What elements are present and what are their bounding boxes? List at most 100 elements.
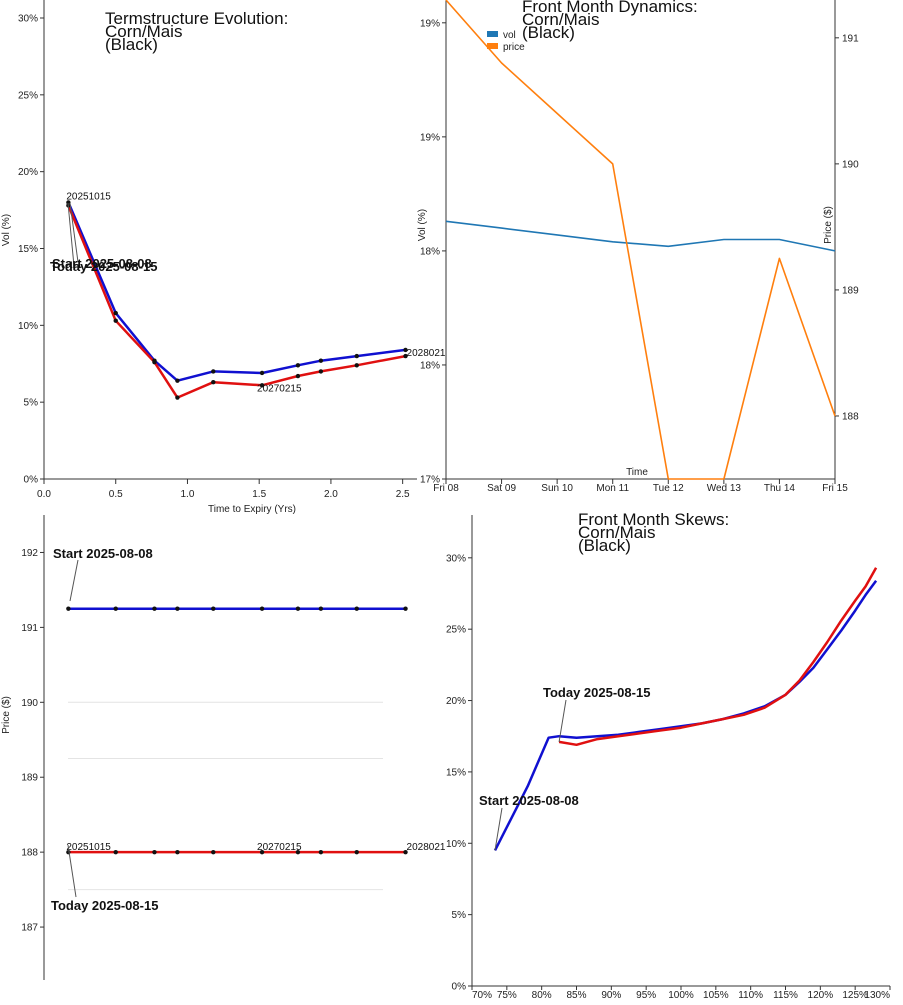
- y-axis-label: Vol (%): [1, 214, 12, 246]
- annotation-leader: [69, 202, 79, 263]
- data-point: [211, 606, 216, 611]
- y-tick-label: 0%: [24, 475, 39, 486]
- data-point: [175, 395, 180, 400]
- y-tick-label: 25%: [18, 90, 38, 101]
- dynamics-title-line: Front Month Dynamics:: [522, 0, 698, 16]
- x-tick-label: 130%: [864, 990, 890, 1000]
- legend-label: vol: [503, 30, 516, 41]
- annotation-leader: [67, 202, 75, 267]
- expiry-label: 2028021: [407, 842, 446, 853]
- expiry-label: 20251015: [66, 191, 111, 202]
- data-point: [354, 363, 359, 368]
- data-point: [211, 849, 216, 855]
- expiry-label: 2028021: [407, 348, 446, 359]
- price-series-line: [445, 0, 836, 480]
- legend-label: price: [503, 42, 525, 53]
- y-tick-label: 19%: [420, 18, 440, 29]
- termstructure-title-line: Corn/Mais: [105, 22, 182, 41]
- x-tick-label: 1.0: [181, 489, 195, 500]
- y-tick-label: 18%: [420, 360, 440, 371]
- today-series-line: [67, 205, 406, 399]
- x-tick-label: 90%: [601, 990, 621, 1000]
- x-tick-label: 0.0: [37, 489, 51, 500]
- data-point: [152, 849, 157, 855]
- expiry-label: 20270215: [257, 842, 302, 853]
- y-tick-label: 0%: [452, 982, 467, 993]
- x-tick-label: 110%: [738, 990, 763, 1000]
- y-tick-label: 187: [21, 923, 38, 934]
- x-tick-label: Fri 15: [822, 483, 848, 494]
- today-annotation: Today 2025-08-15: [543, 685, 650, 700]
- price-termstructure-chart: 187 188 189 190 191 192 Price ($) 20251015 20270…: [1, 515, 446, 980]
- data-point: [211, 379, 216, 385]
- data-point: [259, 606, 265, 611]
- data-point: [403, 849, 408, 855]
- data-point: [66, 606, 71, 611]
- data-point: [211, 369, 216, 374]
- y-tick-label: 20%: [18, 167, 38, 178]
- dynamics-title-line: (Black): [522, 23, 575, 42]
- x-tick-label: Fri 08: [433, 483, 459, 494]
- data-point: [403, 606, 408, 611]
- y-tick-label: 15%: [446, 767, 466, 778]
- skews-title-line: Corn/Mais: [578, 523, 655, 542]
- y2-tick-label: 190: [842, 159, 859, 170]
- termstructure-title-line: (Black): [105, 35, 158, 54]
- data-point: [403, 353, 408, 359]
- start-annotation: Start 2025-08-08: [479, 793, 579, 808]
- y-tick-label: 30%: [18, 14, 38, 25]
- dynamics-title-line: Corn/Mais: [522, 10, 599, 29]
- annotation-leader: [69, 559, 79, 602]
- y-tick-label: 5%: [24, 398, 39, 409]
- data-point: [295, 849, 301, 855]
- today-annotation: Today 2025-08-15: [51, 898, 158, 913]
- y-axis-label: Price ($): [1, 696, 12, 734]
- y-tick-label: 17%: [420, 475, 440, 486]
- expiry-label: 20270215: [257, 383, 302, 394]
- vol-series-line: [445, 220, 836, 252]
- data-point: [259, 849, 265, 855]
- data-point: [318, 369, 324, 374]
- today-series-line: [558, 567, 878, 747]
- y-tick-label: 189: [21, 773, 38, 784]
- annotation-leader: [558, 699, 567, 743]
- data-point: [152, 360, 157, 365]
- x-tick-label: 95%: [636, 990, 656, 1000]
- start-series-line: [67, 201, 406, 382]
- x-tick-label: Sat 09: [487, 483, 516, 494]
- data-point: [318, 358, 324, 363]
- expiry-label: 20251015: [66, 842, 111, 853]
- data-point: [354, 849, 359, 855]
- y-tick-label: 10%: [446, 839, 466, 850]
- x-tick-label: 2.0: [324, 489, 338, 500]
- y-tick-label: 19%: [420, 132, 440, 143]
- y2-tick-label: 188: [842, 411, 859, 422]
- legend-swatch: [487, 31, 498, 37]
- data-point: [403, 347, 408, 353]
- frontmonth-skews-chart: 0% 5% 10% 15% 20% 25% 30% 70% 75% 80% 85% 90% 95% 100…: [446, 510, 891, 1001]
- y-tick-label: 15%: [18, 244, 38, 255]
- x-tick-label: Sun 10: [541, 483, 573, 494]
- y-tick-label: 188: [21, 848, 38, 859]
- y-tick-label: 190: [21, 698, 38, 709]
- x-tick-label: 70%: [472, 990, 492, 1000]
- data-point: [295, 363, 301, 368]
- x-tick-label: 0.5: [109, 489, 123, 500]
- y-tick-label: 191: [21, 623, 38, 634]
- legend-swatch: [487, 43, 498, 49]
- data-point: [318, 849, 324, 855]
- annotation-leader: [494, 807, 503, 851]
- data-point: [318, 606, 324, 611]
- data-point: [354, 353, 359, 359]
- data-point: [175, 378, 180, 383]
- y2-tick-label: 191: [842, 33, 859, 44]
- today-annotation: Today 2025-08-15: [50, 259, 157, 274]
- y-tick-label: 25%: [446, 625, 466, 636]
- x-axis-label: Time to Expiry (Yrs): [208, 504, 296, 515]
- x-tick-label: Wed 13: [707, 483, 742, 494]
- data-point: [259, 370, 265, 376]
- data-point: [354, 606, 359, 611]
- y-tick-label: 192: [21, 548, 38, 559]
- skews-title-line: Front Month Skews:: [578, 510, 729, 529]
